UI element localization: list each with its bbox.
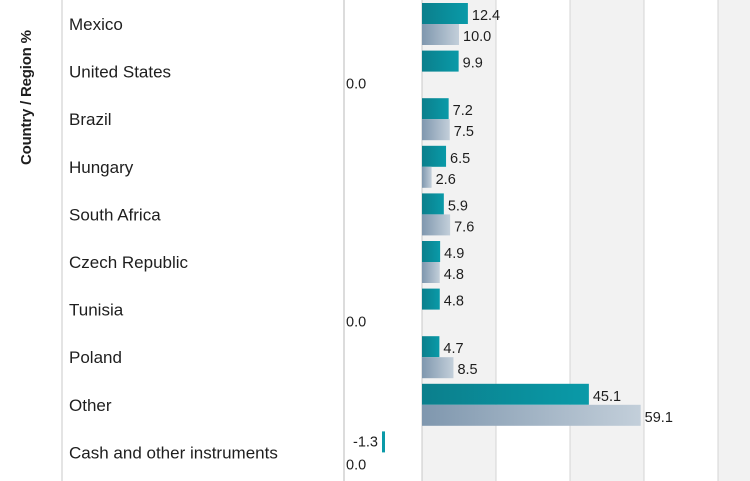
bar [422, 98, 449, 120]
category-label: Mexico [69, 15, 123, 34]
category-label: Poland [69, 348, 122, 367]
value-label: 7.6 [454, 219, 474, 235]
value-label: 59.1 [645, 410, 673, 426]
bar [422, 193, 444, 215]
bar [422, 3, 468, 24]
value-label: 0.0 [346, 315, 366, 331]
category-label: Cash and other instruments [69, 443, 278, 462]
value-label: 2.6 [436, 172, 456, 188]
bar [422, 336, 440, 358]
value-label: 7.2 [453, 103, 473, 119]
bar [422, 241, 441, 262]
bar [382, 431, 385, 453]
bar [422, 214, 451, 236]
bar [422, 357, 454, 379]
category-label: Brazil [69, 110, 112, 129]
value-label: 4.8 [444, 267, 464, 283]
bar [422, 50, 459, 72]
value-label: 4.9 [444, 246, 464, 262]
value-label: -1.3 [353, 434, 378, 450]
category-label: South Africa [69, 205, 161, 224]
category-label: United States [69, 63, 171, 82]
category-label: Czech Republic [69, 253, 189, 272]
bar [422, 24, 459, 45]
bar [422, 119, 450, 141]
bar [422, 383, 589, 405]
value-label: 0.0 [346, 457, 366, 473]
value-label: 10.0 [463, 29, 491, 45]
value-label: 0.0 [346, 77, 366, 93]
value-label: 6.5 [450, 151, 470, 167]
grid-band [718, 0, 750, 481]
value-label: 12.4 [472, 8, 500, 24]
bar [422, 262, 440, 283]
value-label: 5.9 [448, 198, 468, 214]
value-label: 4.7 [443, 341, 463, 357]
value-label: 4.8 [444, 294, 464, 310]
value-label: 8.5 [457, 362, 477, 378]
category-label: Other [69, 396, 112, 415]
bar [422, 166, 432, 188]
value-label: 7.5 [454, 124, 474, 140]
value-label: 45.1 [593, 389, 621, 405]
category-label: Tunisia [69, 301, 124, 320]
bar [422, 288, 440, 310]
bar [422, 404, 641, 426]
bar [422, 145, 447, 167]
value-label: 9.9 [463, 56, 483, 72]
category-label: Hungary [69, 158, 134, 177]
